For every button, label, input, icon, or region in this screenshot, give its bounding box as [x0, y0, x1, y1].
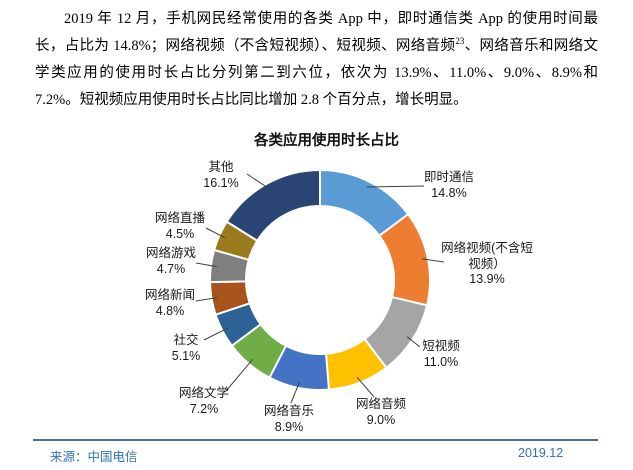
callout-leader-line — [406, 336, 421, 348]
callout-value: 5.1% — [171, 348, 201, 363]
chart-callout: 网络音乐 8.9% — [249, 404, 329, 435]
footnote-reference: 23 — [455, 36, 465, 47]
callout-label: 网络直播 — [154, 211, 205, 225]
chart-callout: 网络直播 4.5% — [140, 211, 220, 242]
footer-divider — [33, 439, 598, 441]
chart-callout: 其他 16.1% — [181, 160, 261, 191]
chart-callout: 网络游戏 4.7% — [131, 246, 211, 277]
callout-leader-line — [195, 262, 217, 268]
callout-leader-line — [203, 327, 229, 341]
body-paragraph: 2019 年 12 月，手机网民经常使用的各类 App 中，即时通信类 App … — [35, 6, 598, 114]
chart-callout: 网络文学 7.2% — [164, 386, 244, 417]
callout-value: 8.9% — [274, 419, 304, 434]
callout-value: 16.1% — [203, 175, 239, 190]
callout-value: 11.0% — [423, 354, 459, 369]
callout-leader-line — [246, 173, 270, 190]
callout-leader-line — [421, 258, 445, 263]
chart-callout: 网络新闻 4.8% — [130, 288, 210, 319]
callout-leader-line — [195, 297, 218, 302]
callout-value: 7.2% — [189, 401, 219, 416]
chart-callout: 网络视频(不含短 视频） 13.9% — [439, 241, 535, 288]
callout-label: 网络新闻 — [144, 288, 195, 302]
callout-leader-line — [356, 376, 375, 398]
callout-value: 13.9% — [469, 272, 505, 286]
callout-value: 14.8% — [431, 185, 467, 200]
callout-value: 4.8% — [155, 303, 185, 318]
paragraph-part2: 、网络音乐和网络文学类应用的使用时长占比分列第二到六位，依次为 13.9%、11… — [35, 38, 599, 108]
callout-label: 网络音频 — [355, 397, 406, 411]
callout-label: 网络文学 — [178, 386, 229, 400]
callout-label: 即时通信 — [423, 170, 474, 184]
chart-callout: 社交 5.1% — [146, 333, 226, 364]
chart-title: 各类应用使用时长占比 — [254, 133, 399, 149]
callout-leader-line — [366, 185, 425, 188]
callout-label: 短视频 — [422, 339, 460, 353]
callout-value: 4.5% — [165, 226, 195, 241]
source-label: 来源：中国电信 — [50, 450, 138, 464]
callout-label: 网络游戏 — [145, 246, 196, 260]
chart-callout: 即时通信 14.8% — [409, 170, 489, 201]
callout-label: 其他 — [208, 160, 234, 174]
callout-label: 网络音乐 — [263, 404, 314, 418]
callout-leader-line — [225, 358, 254, 392]
callout-leader-line — [205, 227, 226, 239]
callout-leader-line — [290, 381, 301, 404]
chart-callout: 网络音频 9.0% — [341, 397, 421, 428]
chart-callout: 短视频 11.0% — [401, 339, 481, 370]
callout-label: 网络视频(不含短 视频） — [441, 241, 533, 271]
callout-value: 9.0% — [366, 412, 396, 427]
callout-label: 社交 — [173, 333, 199, 347]
callout-value: 4.7% — [156, 261, 186, 276]
donut-segment — [225, 168, 321, 243]
paragraph-part1: 2019 年 12 月，手机网民经常使用的各类 App 中，即时通信类 App … — [35, 11, 598, 54]
report-date: 2019.12 — [518, 446, 564, 460]
